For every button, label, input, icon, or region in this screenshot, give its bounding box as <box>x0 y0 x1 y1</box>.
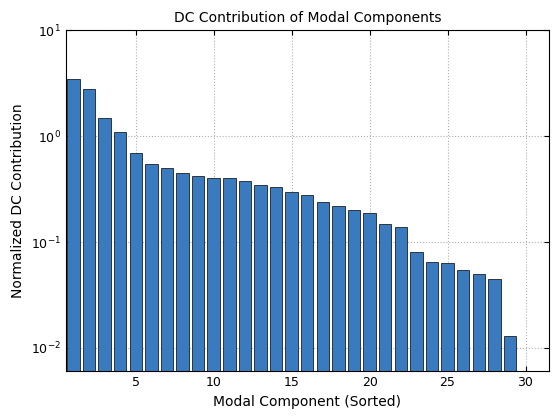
Bar <box>348 210 360 420</box>
Bar <box>192 176 204 420</box>
Bar <box>239 181 251 420</box>
Bar <box>176 173 189 420</box>
Bar <box>286 192 298 420</box>
Bar <box>535 375 547 420</box>
Title: DC Contribution of Modal Components: DC Contribution of Modal Components <box>174 11 441 25</box>
Bar <box>441 263 454 420</box>
Bar <box>316 202 329 420</box>
Bar <box>99 118 111 420</box>
Bar <box>301 195 314 420</box>
Bar <box>410 252 423 420</box>
Bar <box>161 168 173 420</box>
Bar <box>208 178 220 420</box>
Y-axis label: Normalized DC Contribution: Normalized DC Contribution <box>11 104 25 298</box>
Bar <box>83 89 95 420</box>
X-axis label: Modal Component (Sorted): Modal Component (Sorted) <box>213 395 402 409</box>
Bar <box>254 184 267 420</box>
Bar <box>457 270 469 420</box>
Bar <box>379 223 391 420</box>
Bar <box>270 187 282 420</box>
Bar <box>363 213 376 420</box>
Bar <box>129 153 142 420</box>
Bar <box>395 227 407 420</box>
Bar <box>332 206 344 420</box>
Bar <box>426 262 438 420</box>
Bar <box>145 164 157 420</box>
Bar <box>488 279 501 420</box>
Bar <box>519 371 532 420</box>
Bar <box>114 132 127 420</box>
Bar <box>223 178 236 420</box>
Bar <box>503 336 516 420</box>
Bar <box>67 79 80 420</box>
Bar <box>473 274 485 420</box>
